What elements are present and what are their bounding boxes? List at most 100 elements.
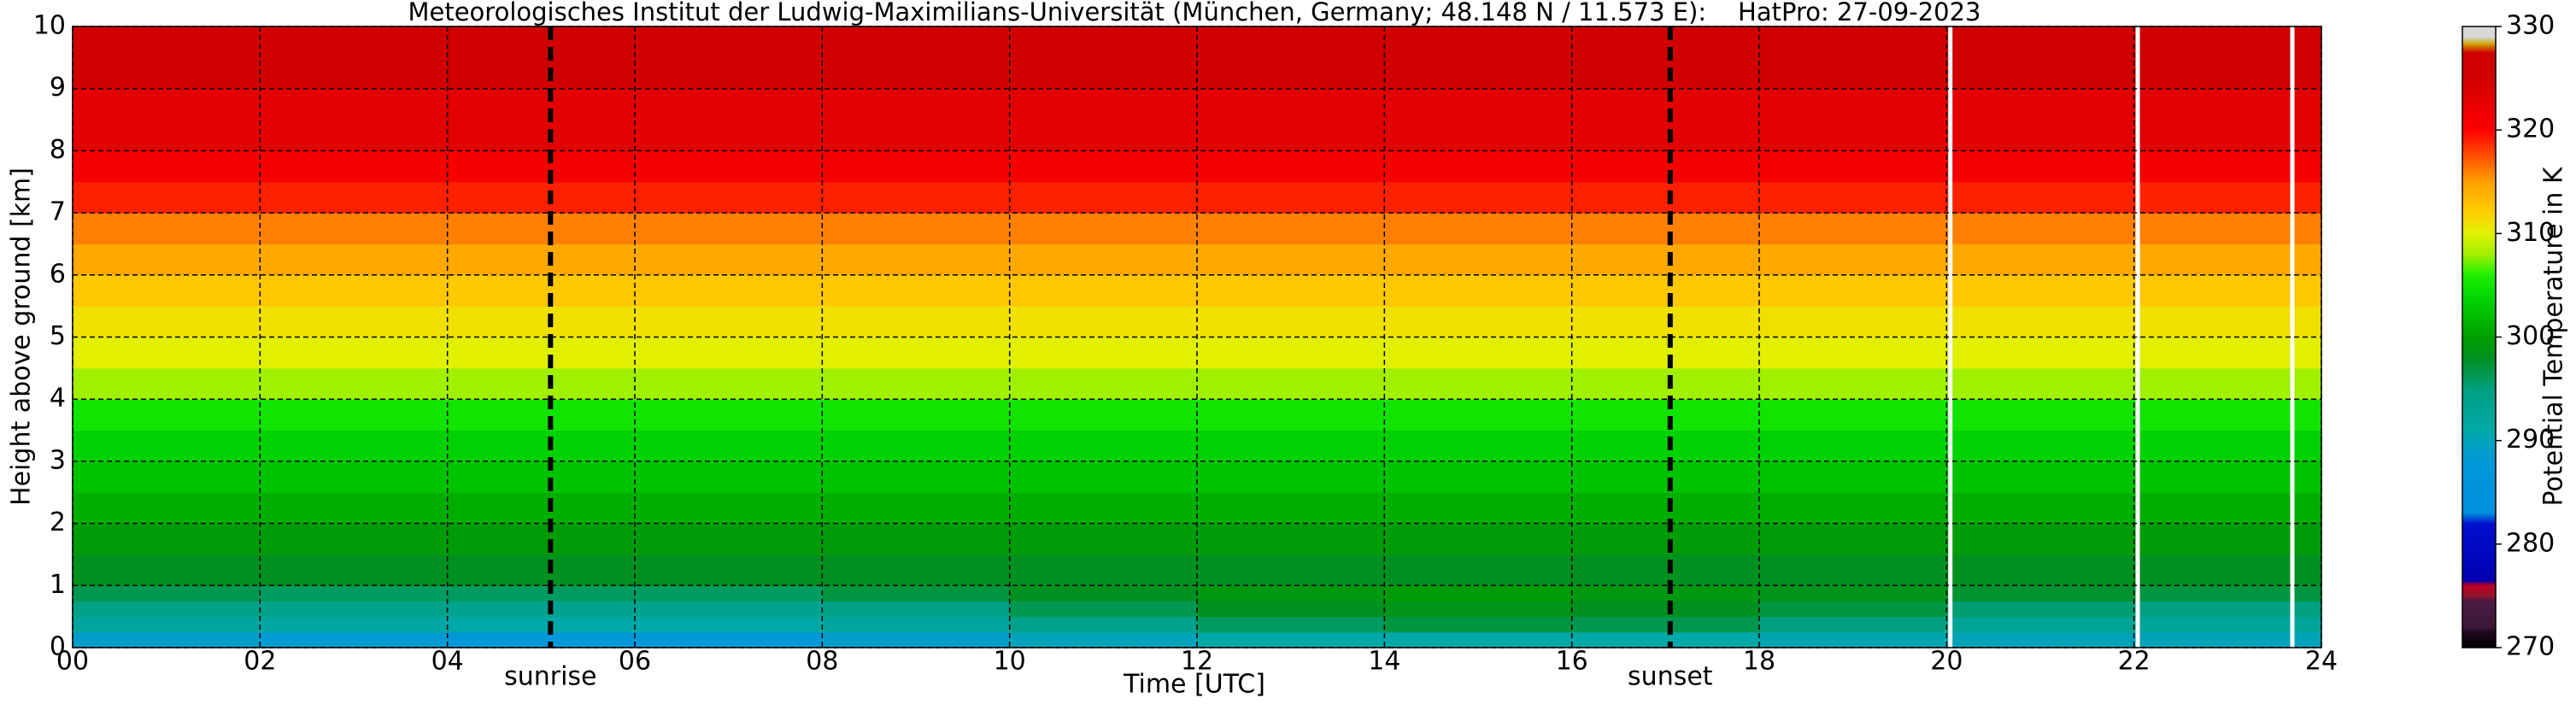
- heatmap-cell: [822, 181, 1011, 214]
- heatmap-cell: [822, 150, 1011, 183]
- x-tick-label: 12: [1181, 647, 1213, 677]
- heatmap-cell: [260, 492, 449, 525]
- heatmap-cell: [447, 601, 636, 618]
- heatmap-cell: [635, 181, 823, 214]
- heatmap-cell: [73, 181, 261, 214]
- heatmap-cell: [822, 337, 1011, 369]
- heatmap-cell: [1197, 601, 1385, 618]
- heatmap-cell: [822, 399, 1011, 431]
- heatmap-cell: [1759, 631, 1947, 648]
- heatmap-cell: [822, 601, 1011, 618]
- heatmap-cell: [822, 306, 1011, 337]
- heatmap-cell: [1571, 88, 1760, 151]
- heatmap-cell: [447, 337, 636, 369]
- heatmap-cell: [73, 631, 261, 648]
- heatmap-cell: [1197, 213, 1385, 244]
- heatmap-cell: [822, 88, 1011, 151]
- heatmap-cell: [1946, 585, 2135, 601]
- heatmap-cell: [1009, 601, 1198, 618]
- heatmap-cell: [1384, 616, 1573, 633]
- heatmap-cell: [1946, 150, 2135, 183]
- heatmap-cell: [1197, 181, 1385, 214]
- heatmap-cell: [73, 337, 261, 369]
- x-tick-label: 10: [994, 647, 1026, 677]
- heatmap-cell: [1571, 367, 1760, 400]
- annotation-label: sunset: [1628, 662, 1713, 692]
- heatmap-cell: [1946, 492, 2135, 525]
- heatmap-cell: [1197, 150, 1385, 183]
- heatmap-cell: [447, 88, 636, 151]
- heatmap-cell: [635, 88, 823, 151]
- heatmap-cell: [635, 399, 823, 431]
- x-tick-label: 20: [1930, 647, 1963, 677]
- colorbar-segment: [2462, 213, 2496, 234]
- chart-title: Meteorologisches Institut der Ludwig-Max…: [408, 0, 1980, 26]
- heatmap-cell: [1384, 523, 1573, 555]
- heatmap-cell: [260, 243, 449, 276]
- heatmap-cell: [1759, 150, 1947, 183]
- heatmap-cell: [260, 616, 449, 633]
- heatmap-cell: [1009, 367, 1198, 400]
- heatmap-cell: [635, 243, 823, 276]
- colorbar-tick-label: 270: [2506, 632, 2555, 662]
- heatmap-cell: [260, 26, 449, 90]
- heatmap-cell: [447, 274, 636, 307]
- heatmap-cell: [822, 492, 1011, 525]
- colorbar-tick-label: 320: [2506, 114, 2555, 144]
- heatmap-cell: [1384, 585, 1573, 601]
- heatmap-cell: [260, 523, 449, 555]
- heatmap-cell: [1009, 213, 1198, 244]
- y-tick-label: 7: [50, 197, 66, 227]
- colorbar-segment: [2462, 37, 2496, 45]
- heatmap-cell: [447, 26, 636, 90]
- x-tick-label: 06: [619, 647, 651, 677]
- heatmap-cell: [822, 616, 1011, 633]
- heatmap-cell: [1009, 337, 1198, 369]
- heatmap-cell: [2133, 585, 2322, 601]
- heatmap-cell: [1009, 243, 1198, 276]
- heatmap-cell: [1759, 461, 1947, 493]
- heatmap-cell: [1946, 367, 2135, 400]
- heatmap-cell: [1571, 181, 1760, 214]
- x-tick-label: 24: [2305, 647, 2338, 677]
- x-tick-label: 00: [56, 647, 89, 677]
- heatmap-cell: [1946, 399, 2135, 431]
- colorbar-segment: [2462, 389, 2496, 431]
- colorbar-segment: [2462, 357, 2496, 390]
- heatmap-cell: [73, 554, 261, 586]
- heatmap-cell: [1571, 150, 1760, 183]
- x-tick-label: 02: [244, 647, 276, 677]
- heatmap-cell: [822, 367, 1011, 400]
- heatmap-cell: [1384, 181, 1573, 214]
- heatmap-cell: [2133, 616, 2322, 633]
- heatmap-cell: [1009, 150, 1198, 183]
- heatmap-cell: [1197, 337, 1385, 369]
- colorbar-segment: [2462, 254, 2496, 276]
- colorbar-segment: [2462, 631, 2496, 648]
- heatmap-cell: [73, 461, 261, 493]
- heatmap-cell: [1571, 492, 1760, 525]
- heatmap-cell: [1384, 274, 1573, 307]
- heatmap-cell: [1946, 181, 2135, 214]
- heatmap-cell: [1759, 337, 1947, 369]
- heatmap-cell: [73, 492, 261, 525]
- colorbar-tick-label: 280: [2506, 528, 2555, 558]
- heatmap-cell: [1759, 616, 1947, 633]
- colorbar-frame: [2462, 26, 2497, 648]
- heatmap-cell: [1009, 88, 1198, 151]
- heatmap-cell: [447, 585, 636, 601]
- heatmap-cell: [73, 243, 261, 276]
- heatmap-cell: [635, 306, 823, 337]
- heatmap-cell: [260, 88, 449, 151]
- colorbar-tick-label: 300: [2506, 321, 2555, 351]
- heatmap-cell: [1009, 523, 1198, 555]
- colorbar-segment: [2462, 44, 2496, 53]
- y-axis-label: Height above ground [km]: [7, 167, 37, 506]
- heatmap-cell: [1384, 367, 1573, 400]
- colorbar-segment: [2462, 523, 2496, 581]
- heatmap-cell: [822, 274, 1011, 307]
- heatmap-cell: [1759, 554, 1947, 586]
- heatmap-cell: [1759, 367, 1947, 400]
- heatmap-cell: [1759, 26, 1947, 90]
- heatmap-cell: [1009, 631, 1198, 648]
